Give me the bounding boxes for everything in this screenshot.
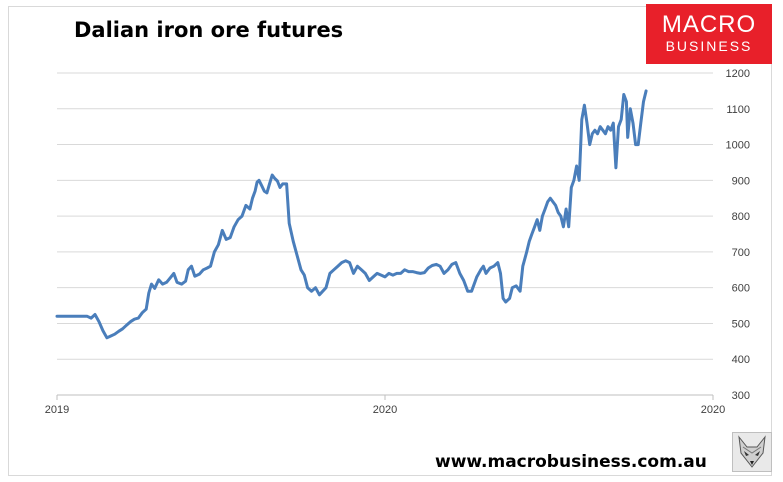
y-tick-label: 700: [732, 247, 750, 259]
fox-head-icon: [732, 432, 772, 472]
y-tick-label: 400: [732, 354, 750, 366]
macrobusiness-logo: MACRO BUSINESS: [646, 4, 772, 64]
y-tick-label: 900: [732, 175, 750, 187]
chart-title: Dalian iron ore futures: [74, 18, 344, 42]
x-tick-label: 2020: [701, 404, 725, 416]
y-tick-label: 1100: [726, 104, 750, 116]
x-tick-label: 2019: [45, 404, 69, 416]
y-tick-label: 1000: [726, 140, 750, 152]
x-tick-label: 2020: [373, 404, 397, 416]
logo-text-business: BUSINESS: [665, 38, 753, 54]
y-tick-label: 500: [732, 318, 750, 330]
y-tick-label: 300: [732, 390, 750, 402]
chart-frame: [8, 6, 772, 476]
y-tick-label: 800: [732, 211, 750, 223]
y-tick-label: 600: [732, 283, 750, 295]
series-line-0: [55, 89, 648, 340]
website-url: www.macrobusiness.com.au: [435, 452, 707, 472]
logo-text-macro: MACRO: [661, 11, 757, 38]
y-tick-label: 1200: [726, 68, 750, 80]
